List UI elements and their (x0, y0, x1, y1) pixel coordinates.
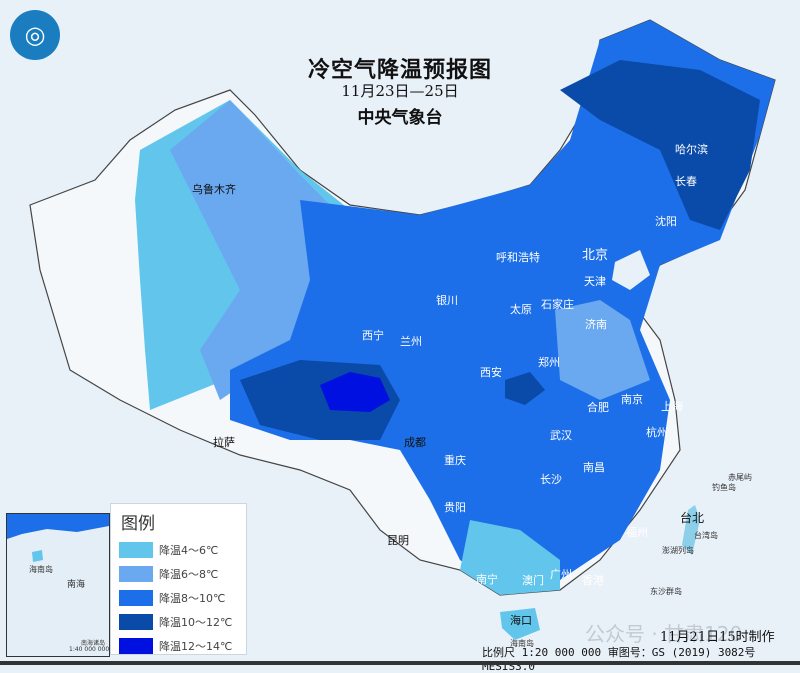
city-label: 济南 (585, 318, 607, 331)
cma-logo: ◎ (10, 10, 60, 60)
city-label: 成都 (404, 436, 426, 449)
watermark: 公众号 · 甘肃120 (585, 622, 743, 646)
city-label: 南宁 (476, 573, 498, 586)
city-label: 福州 (626, 526, 648, 539)
zone-4-6-east (555, 300, 650, 400)
city-label: 天津 (584, 275, 606, 288)
south-china-sea-inset: 海南岛 南海 南海诸岛 1:40 000 000 (6, 513, 110, 657)
island-label: 澎湖列岛 (662, 546, 694, 555)
city-label: 北京 (582, 248, 609, 263)
city-label: 拉萨 (213, 436, 235, 449)
city-label: 西安 (480, 366, 502, 379)
city-label: 海口 (510, 614, 532, 627)
legend-label: 降温8～10℃ (159, 592, 226, 605)
inset-hainan-label: 海南岛 (29, 565, 53, 574)
city-label: 杭州 (646, 426, 668, 439)
city-label: 重庆 (444, 454, 466, 467)
city-label: 太原 (510, 303, 532, 316)
city-label: 沈阳 (655, 215, 677, 228)
city-label: 哈尔滨 (675, 143, 708, 156)
zone-12-14 (320, 372, 390, 412)
legend-item: 降温12～14℃ (119, 634, 246, 658)
legend-swatch (119, 590, 153, 606)
legend-swatch (119, 542, 153, 558)
legend-label: 降温4～6℃ (159, 544, 219, 557)
zone-10-12-c (505, 372, 545, 405)
city-label: 西宁 (362, 329, 384, 342)
island-label: 海南岛 (510, 639, 534, 648)
map-dates: 11月23日—25日 (341, 82, 459, 100)
city-label: 兰州 (400, 335, 422, 348)
city-label: 呼和浩特 (496, 251, 540, 264)
city-label: 石家庄 (541, 298, 574, 311)
city-label: 澳门 (522, 574, 544, 587)
island-label: 台湾岛 (694, 531, 718, 540)
city-label: 昆明 (387, 534, 409, 547)
inset-scale-label: 1:40 000 000 (69, 646, 110, 653)
legend-item: 降温8～10℃ (119, 586, 246, 610)
bohai (612, 250, 650, 290)
hainan (500, 608, 540, 640)
legend-swatch (119, 638, 153, 654)
city-label: 合肥 (587, 401, 609, 414)
city-label: 武汉 (550, 429, 572, 442)
map-title: 冷空气降温预报图 (307, 57, 492, 83)
legend-label: 降温10～12℃ (159, 616, 233, 629)
city-label: 广州 (550, 568, 572, 581)
map-issuer: 中央气象台 (357, 108, 443, 128)
city-label: 郑州 (538, 356, 560, 369)
scale-and-approval: 比例尺 1:20 000 000 审图号：GS (2019) 3082号 MES… (482, 646, 756, 673)
city-label: 长沙 (540, 473, 562, 486)
zone-10-12 (560, 60, 760, 230)
city-label: 香港 (582, 574, 604, 587)
city-label: 南京 (621, 393, 643, 406)
island-label: 东沙群岛 (650, 587, 682, 596)
legend-swatch (119, 566, 153, 582)
made-time: 11月21日15时制作 (660, 630, 775, 645)
legend-label: 降温6～8℃ (159, 568, 219, 581)
taiwan (682, 505, 700, 555)
legend-item: 降温6～8℃ (119, 562, 246, 586)
legend-label: 降温12～14℃ (159, 640, 233, 653)
bottom-border (0, 661, 800, 665)
city-label: 上海 (661, 400, 683, 413)
legend-title: 图例 (121, 514, 155, 534)
legend-item: 降温4～6℃ (119, 538, 246, 562)
legend: 图例 降温4～6℃ 降温6～8℃ 降温8～10℃ 降温10～12℃ 降温12～1… (110, 503, 247, 655)
city-label: 乌鲁木齐 (192, 183, 236, 196)
inset-sea-label: 南海 (67, 580, 86, 590)
inset-map (7, 514, 109, 562)
city-label: 南昌 (583, 461, 605, 474)
city-label: 台北 (680, 511, 705, 525)
city-label: 银川 (436, 294, 458, 307)
zone-8-10 (230, 20, 775, 590)
legend-swatch (119, 614, 153, 630)
legend-item: 降温10～12℃ (119, 610, 246, 634)
island-label: 钓鱼岛 (712, 483, 736, 492)
city-label: 贵阳 (444, 501, 466, 514)
island-label: 赤尾屿 (728, 473, 752, 482)
inset-islands-label: 南海诸岛 (81, 640, 106, 647)
city-label: 长春 (675, 175, 697, 188)
zone-4-6-south (460, 520, 560, 595)
